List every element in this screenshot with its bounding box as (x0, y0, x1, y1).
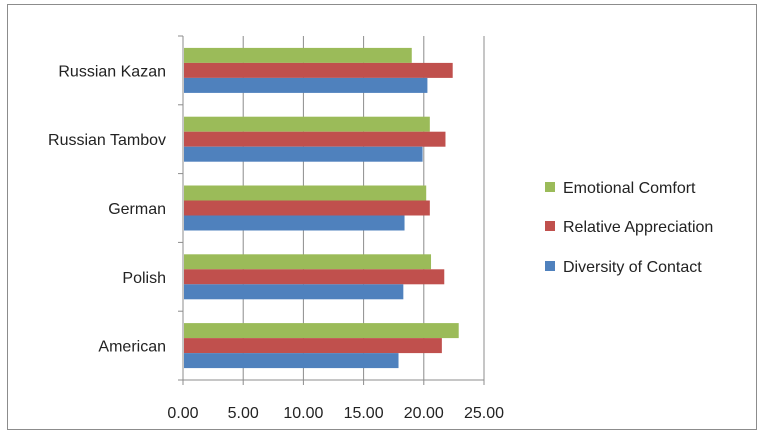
legend-swatch (545, 182, 555, 192)
bar (184, 146, 423, 162)
legend-swatch (545, 221, 555, 231)
legend-label: Diversity of Contact (563, 259, 702, 276)
bar (184, 77, 428, 93)
y-tick-label: American (98, 339, 166, 356)
bar (184, 338, 442, 354)
bar (184, 254, 432, 270)
bar (184, 353, 399, 369)
bar (184, 200, 430, 216)
bar (184, 131, 446, 147)
y-tick-label: Russian Tambov (48, 132, 166, 149)
x-tick-label: 25.00 (464, 405, 504, 422)
bar (184, 215, 405, 231)
legend-label: Relative Appreciation (563, 219, 713, 236)
bar (184, 323, 459, 339)
y-tick-label: Russian Kazan (58, 63, 166, 80)
y-tick-label: Polish (122, 270, 166, 287)
legend-label: Emotional Comfort (563, 180, 696, 197)
bar (184, 284, 404, 300)
bar (184, 269, 445, 285)
x-tick-label: 15.00 (344, 405, 384, 422)
bar (184, 185, 427, 201)
bar (184, 47, 412, 63)
x-tick-label: 10.00 (283, 405, 323, 422)
y-tick-label: German (108, 201, 166, 218)
x-tick-label: 0.00 (167, 405, 198, 422)
bar (184, 62, 453, 78)
legend-swatch (545, 261, 555, 271)
x-tick-label: 5.00 (228, 405, 259, 422)
x-tick-label: 20.00 (404, 405, 444, 422)
bar (184, 116, 430, 132)
